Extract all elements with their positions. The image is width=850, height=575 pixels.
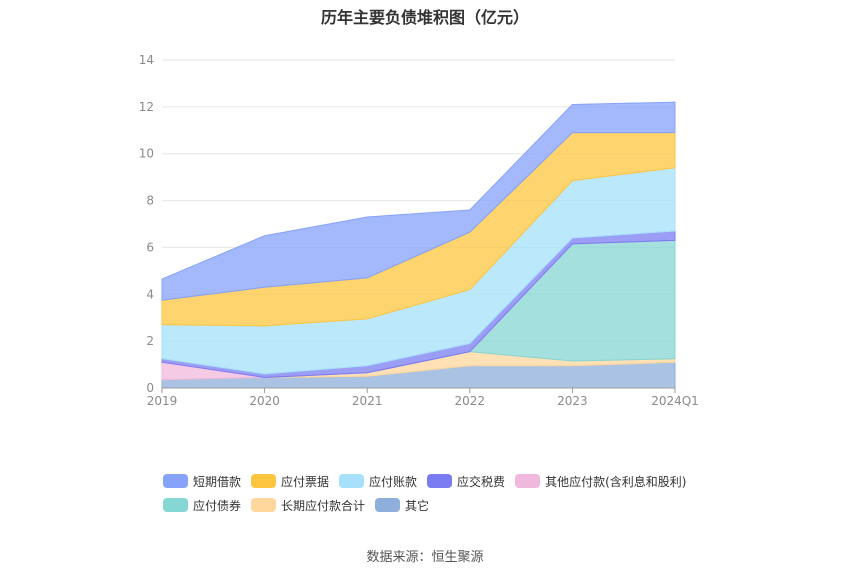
x-tick-label: 2023 — [557, 394, 588, 408]
legend-item[interactable]: 应付票据 — [251, 473, 329, 489]
y-tick-label: 0 — [146, 381, 154, 395]
y-tick-label: 4 — [146, 287, 154, 301]
legend-swatch — [163, 474, 188, 488]
legend-swatch — [427, 474, 453, 488]
legend-label: 长期应付款合计 — [281, 498, 366, 513]
chart-title: 历年主要负债堆积图（亿元） — [320, 8, 529, 27]
y-tick-label: 10 — [139, 147, 154, 161]
y-tick-label: 14 — [139, 53, 154, 67]
legend-swatch — [163, 498, 188, 512]
legend-label: 其它 — [405, 498, 430, 513]
legend-label: 应付账款 — [369, 474, 418, 489]
data-source-note: 数据来源：恒生聚源 — [366, 550, 484, 565]
legend-label: 应交税费 — [457, 474, 506, 489]
legend-item[interactable]: 应付账款 — [339, 473, 417, 489]
legend-item[interactable]: 应交税费 — [427, 473, 505, 489]
y-tick-label: 12 — [139, 100, 154, 114]
legend-label: 短期借款 — [193, 474, 242, 489]
y-tick-label: 8 — [146, 194, 154, 208]
legend-swatch — [251, 498, 277, 512]
legend-swatch — [515, 474, 541, 488]
chart-legend: 短期借款 应付票据 应付账款 应交税费 其他应付款(含利息和股利) 应付债券 长期应付款合计… — [163, 473, 723, 521]
legend-item[interactable]: 短期借款 — [163, 473, 241, 489]
x-tick-label: 2020 — [249, 394, 280, 408]
legend-item[interactable]: 其它 — [375, 497, 429, 513]
x-tick-label: 2024Q1 — [651, 394, 699, 408]
legend-label: 应付票据 — [281, 474, 330, 489]
legend-label: 应付债券 — [193, 498, 242, 513]
legend-swatch — [339, 474, 365, 488]
area-series — [161, 101, 676, 301]
legend-item[interactable]: 长期应付款合计 — [251, 497, 365, 513]
legend-swatch — [251, 474, 277, 488]
legend-swatch — [375, 498, 401, 512]
legend-item[interactable]: 应付债券 — [163, 497, 241, 513]
y-tick-label: 2 — [146, 334, 154, 348]
x-tick-label: 2019 — [147, 394, 178, 408]
legend-item[interactable]: 其他应付款(含利息和股利) — [515, 473, 686, 489]
y-tick-label: 6 — [146, 240, 154, 254]
x-tick-label: 2021 — [352, 394, 383, 408]
legend-label: 其他应付款(含利息和股利) — [545, 474, 687, 489]
x-tick-label: 2022 — [455, 394, 486, 408]
